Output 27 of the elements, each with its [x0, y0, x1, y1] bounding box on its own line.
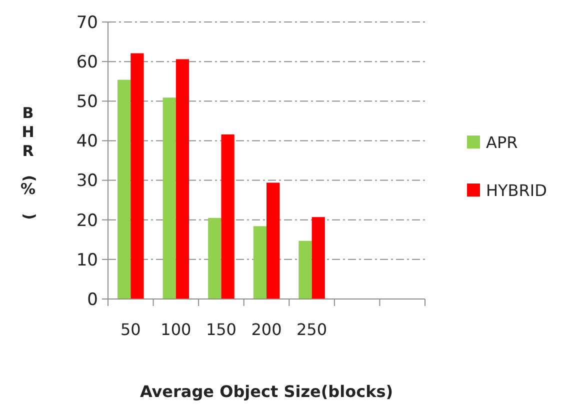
y-tick-label: 40 — [76, 132, 98, 152]
bar — [312, 217, 325, 299]
y-tick-label: 70 — [76, 12, 98, 33]
y-tick-label: 50 — [76, 92, 98, 112]
x-tick-label: 250 — [296, 320, 328, 339]
x-tick-label: 50 — [120, 320, 141, 339]
x-tick-label: 200 — [251, 320, 282, 339]
bar — [118, 80, 131, 299]
bar — [266, 182, 280, 299]
y-tick-label: 60 — [76, 52, 98, 73]
legend-label: HYBRID — [486, 181, 547, 200]
y-tick-label: 30 — [76, 171, 98, 192]
y-tick-label: 0 — [87, 290, 98, 310]
bar — [221, 134, 234, 299]
bar — [176, 59, 190, 299]
bar — [162, 98, 176, 299]
bar — [253, 226, 266, 299]
y-axis-title: BHR(%) — [20, 104, 39, 220]
x-tick-label: 150 — [206, 320, 236, 339]
legend-label: APR — [486, 133, 518, 152]
bar — [130, 53, 144, 299]
x-axis-title: Average Object Size(blocks) — [140, 382, 394, 401]
y-tick-label: 10 — [76, 250, 98, 270]
y-tick-label: 20 — [76, 210, 98, 231]
bar — [208, 218, 222, 299]
bar — [298, 240, 312, 299]
x-tick-label: 100 — [160, 320, 192, 339]
